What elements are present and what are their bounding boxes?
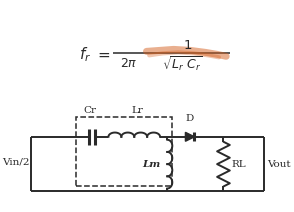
Polygon shape [186, 132, 194, 141]
Text: Lm: Lm [142, 160, 160, 169]
Text: Cr: Cr [84, 106, 97, 115]
Text: $1$: $1$ [183, 39, 192, 52]
Text: $f_r$: $f_r$ [79, 45, 91, 64]
Text: D: D [186, 114, 194, 123]
Text: $=$: $=$ [95, 47, 111, 62]
Text: RL: RL [232, 160, 246, 169]
Bar [76, 117, 172, 187]
Text: Vout: Vout [267, 160, 290, 169]
Text: $2\pi$: $2\pi$ [120, 57, 137, 70]
Text: Vin/2: Vin/2 [2, 158, 30, 167]
Text: $\sqrt{L_r\ C_r}$: $\sqrt{L_r\ C_r}$ [162, 55, 203, 74]
Text: Lr: Lr [132, 106, 144, 115]
